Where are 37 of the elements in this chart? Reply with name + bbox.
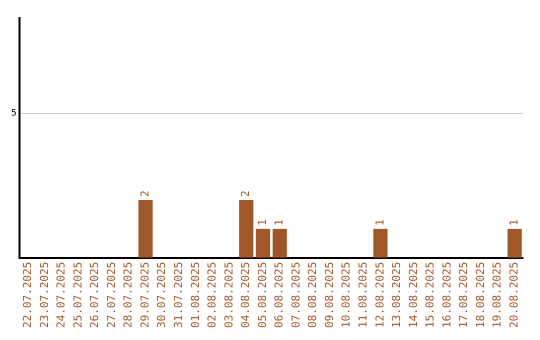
x-tick-label: 20.08.2025	[508, 262, 521, 328]
x-tick-label: 09.08.2025	[322, 262, 336, 328]
x-tick-label: 10.08.2025	[340, 262, 353, 328]
x-tick-label: 26.07.2025	[88, 262, 102, 328]
x-tick-label: 07.08.2025	[289, 262, 302, 328]
x-tick-label: 15.08.2025	[424, 262, 437, 328]
x-tick-label: 03.08.2025	[222, 262, 236, 328]
x-tick-label: 06.08.2025	[272, 262, 286, 328]
x-tick-label: 30.07.2025	[155, 262, 168, 328]
x-tick-label: 17.08.2025	[457, 262, 470, 328]
x-tick-label: 25.07.2025	[71, 262, 84, 328]
x-tick-label: 19.08.2025	[490, 262, 504, 328]
x-tick-label: 04.08.2025	[239, 262, 252, 328]
x-tick-label: 14.08.2025	[406, 262, 420, 328]
x-tick-label: 02.08.2025	[206, 262, 219, 328]
y-tick-label: 5	[10, 108, 17, 119]
x-tick-label: 11.08.2025	[356, 262, 370, 328]
x-tick-label: 05.08.2025	[256, 262, 269, 328]
data-label: 1	[272, 219, 286, 226]
x-tick-label: 12.08.2025	[373, 262, 386, 328]
x-tick-label: 16.08.2025	[440, 262, 454, 328]
x-tick-label: 31.07.2025	[172, 262, 185, 328]
data-label: 2	[138, 190, 152, 197]
data-label: 1	[508, 219, 521, 226]
x-tick-label: 23.07.2025	[38, 262, 51, 328]
x-tick-label: 28.07.2025	[122, 262, 135, 328]
x-tick-label: 22.07.2025	[20, 262, 34, 328]
data-label: 1	[256, 219, 269, 226]
x-tick-label: 27.07.2025	[104, 262, 118, 328]
x-tick-label: 29.07.2025	[138, 262, 152, 328]
x-tick-label: 24.07.2025	[54, 262, 68, 328]
x-tick-label: 08.08.2025	[306, 262, 320, 328]
x-tick-label: 01.08.2025	[188, 262, 202, 328]
x-tick-label: 18.08.2025	[474, 262, 487, 328]
data-label: 1	[373, 219, 386, 226]
data-label: 2	[239, 190, 252, 197]
x-tick-label: 13.08.2025	[390, 262, 404, 328]
